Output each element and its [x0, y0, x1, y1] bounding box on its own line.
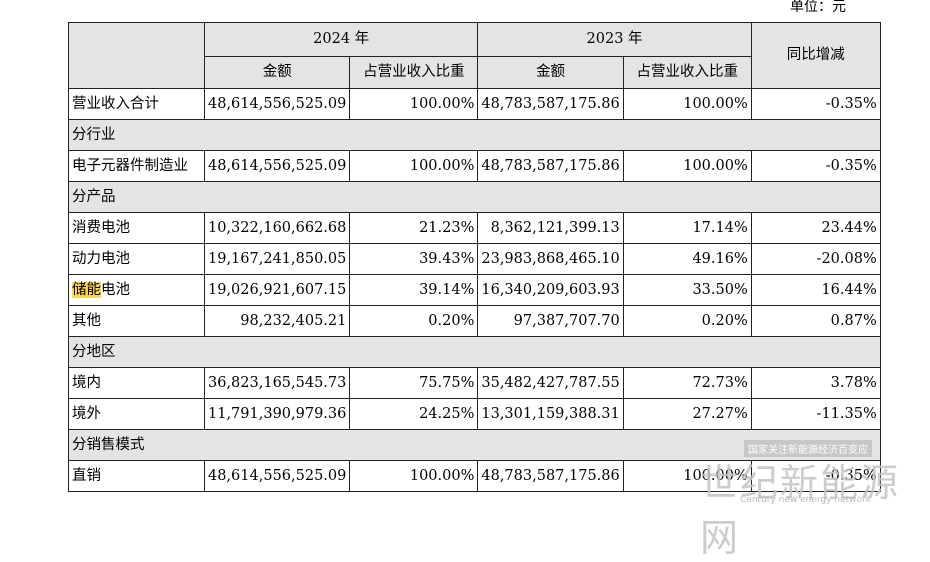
amount-2024-cell: 48,614,556,525.09 — [203, 150, 351, 182]
row-label: 境外 — [68, 398, 205, 430]
yoy-cell: -0.35% — [750, 88, 881, 120]
amount-2024-cell: 19,026,921,607.15 — [203, 274, 351, 306]
amount-2023-cell: 48,783,587,175.86 — [477, 150, 624, 182]
header-amount-2023: 金额 — [477, 56, 624, 89]
row-label: 储能电池 — [68, 274, 205, 306]
revenue-breakdown-table: 2024 年 2023 年 同比增减 金额 占营业收入比重 金额 占营业收入比重… — [68, 22, 881, 492]
share-2023-cell: 100.00% — [622, 88, 752, 120]
watermark-sub: Century new energy network — [740, 495, 871, 505]
section-row: 分行业 — [68, 119, 881, 151]
header-share-2023: 占营业收入比重 — [622, 56, 752, 89]
table-row: 营业收入合计 48,614,556,525.09 100.00% 48,783,587… — [68, 88, 881, 120]
share-2023-cell: 100.00% — [622, 150, 752, 182]
header-share-2024: 占营业收入比重 — [349, 56, 479, 89]
share-2023-cell: 17.14% — [622, 212, 752, 244]
share-2024-cell: 24.25% — [349, 398, 479, 430]
row-label: 境内 — [68, 367, 205, 399]
amount-2023-cell: 48,783,587,175.86 — [477, 88, 624, 120]
share-2024-cell: 21.23% — [349, 212, 479, 244]
share-2024-cell: 39.14% — [349, 274, 479, 306]
row-label: 直销 — [68, 460, 205, 492]
share-2023-cell: 0.20% — [622, 305, 752, 337]
row-label: 消费电池 — [68, 212, 205, 244]
yoy-cell: 16.44% — [750, 274, 881, 306]
row-label-highlight: 储能 — [72, 281, 101, 298]
amount-2024-cell: 11,791,390,979.36 — [203, 398, 351, 430]
row-label: 动力电池 — [68, 243, 205, 275]
amount-2024-cell: 19,167,241,850.05 — [203, 243, 351, 275]
unit-label: 单位：元 — [790, 0, 846, 15]
row-label: 营业收入合计 — [68, 88, 205, 120]
amount-2023-cell: 23,983,868,465.10 — [477, 243, 624, 275]
table-row: 电子元器件制造业 48,614,556,525.09 100.00% 48,783,5… — [68, 150, 881, 182]
amount-2023-cell: 16,340,209,603.93 — [477, 274, 624, 306]
row-label: 其他 — [68, 305, 205, 337]
row-label: 电子元器件制造业 — [68, 150, 205, 182]
share-2024-cell: 0.20% — [349, 305, 479, 337]
amount-2023-cell: 48,783,587,175.86 — [477, 460, 624, 492]
header-blank-cell — [68, 22, 205, 89]
section-label: 分产品 — [68, 181, 881, 213]
section-row: 分产品 — [68, 181, 881, 213]
header-yoy: 同比增减 — [750, 22, 881, 89]
table-row: 消费电池 10,322,160,662.68 21.23% 8,362,121,399… — [68, 212, 881, 244]
table-row: 其他 98,232,405.21 0.20% 97,387,707.70 0.20% 0.… — [68, 305, 881, 337]
amount-2024-cell: 98,232,405.21 — [203, 305, 351, 337]
section-label: 分行业 — [68, 119, 881, 151]
amount-2023-cell: 35,482,427,787.55 — [477, 367, 624, 399]
table-row: 直销 48,614,556,525.09 100.00% 48,783,587,175… — [68, 460, 881, 492]
yoy-cell: -0.35% — [750, 150, 881, 182]
table-row: 储能电池 19,026,921,607.15 39.14% 16,340,209,60… — [68, 274, 881, 306]
share-2024-cell: 39.43% — [349, 243, 479, 275]
yoy-cell: 3.78% — [750, 367, 881, 399]
header-year-2024: 2024 年 — [203, 22, 479, 57]
section-label: 分地区 — [68, 336, 881, 368]
yoy-cell: 0.87% — [750, 305, 881, 337]
section-label: 分销售模式 — [68, 429, 881, 461]
share-2024-cell: 100.00% — [349, 460, 479, 492]
amount-2023-cell: 8,362,121,399.13 — [477, 212, 624, 244]
section-row: 分地区 — [68, 336, 881, 368]
amount-2024-cell: 48,614,556,525.09 — [203, 88, 351, 120]
yoy-cell: -0.35% — [750, 460, 881, 492]
share-2023-cell: 100.00% — [622, 460, 752, 492]
header-year-2023: 2023 年 — [477, 22, 752, 57]
amount-2023-cell: 97,387,707.70 — [477, 305, 624, 337]
share-2024-cell: 75.75% — [349, 367, 479, 399]
row-label-rest: 电池 — [101, 281, 130, 298]
table-row: 动力电池 19,167,241,850.05 39.43% 23,983,868,46… — [68, 243, 881, 275]
share-2023-cell: 49.16% — [622, 243, 752, 275]
share-2023-cell: 72.73% — [622, 367, 752, 399]
share-2023-cell: 33.50% — [622, 274, 752, 306]
share-2023-cell: 27.27% — [622, 398, 752, 430]
yoy-cell: -11.35% — [750, 398, 881, 430]
amount-2024-cell: 10,322,160,662.68 — [203, 212, 351, 244]
amount-2024-cell: 36,823,165,545.73 — [203, 367, 351, 399]
amount-2024-cell: 48,614,556,525.09 — [203, 460, 351, 492]
yoy-cell: -20.08% — [750, 243, 881, 275]
table-row: 境内 36,823,165,545.73 75.75% 35,482,427,787.… — [68, 367, 881, 399]
share-2024-cell: 100.00% — [349, 88, 479, 120]
section-row: 分销售模式 — [68, 429, 881, 461]
table-row: 境外 11,791,390,979.36 24.25% 13,301,159,388.… — [68, 398, 881, 430]
amount-2023-cell: 13,301,159,388.31 — [477, 398, 624, 430]
share-2024-cell: 100.00% — [349, 150, 479, 182]
header-amount-2024: 金额 — [203, 56, 351, 89]
yoy-cell: 23.44% — [750, 212, 881, 244]
